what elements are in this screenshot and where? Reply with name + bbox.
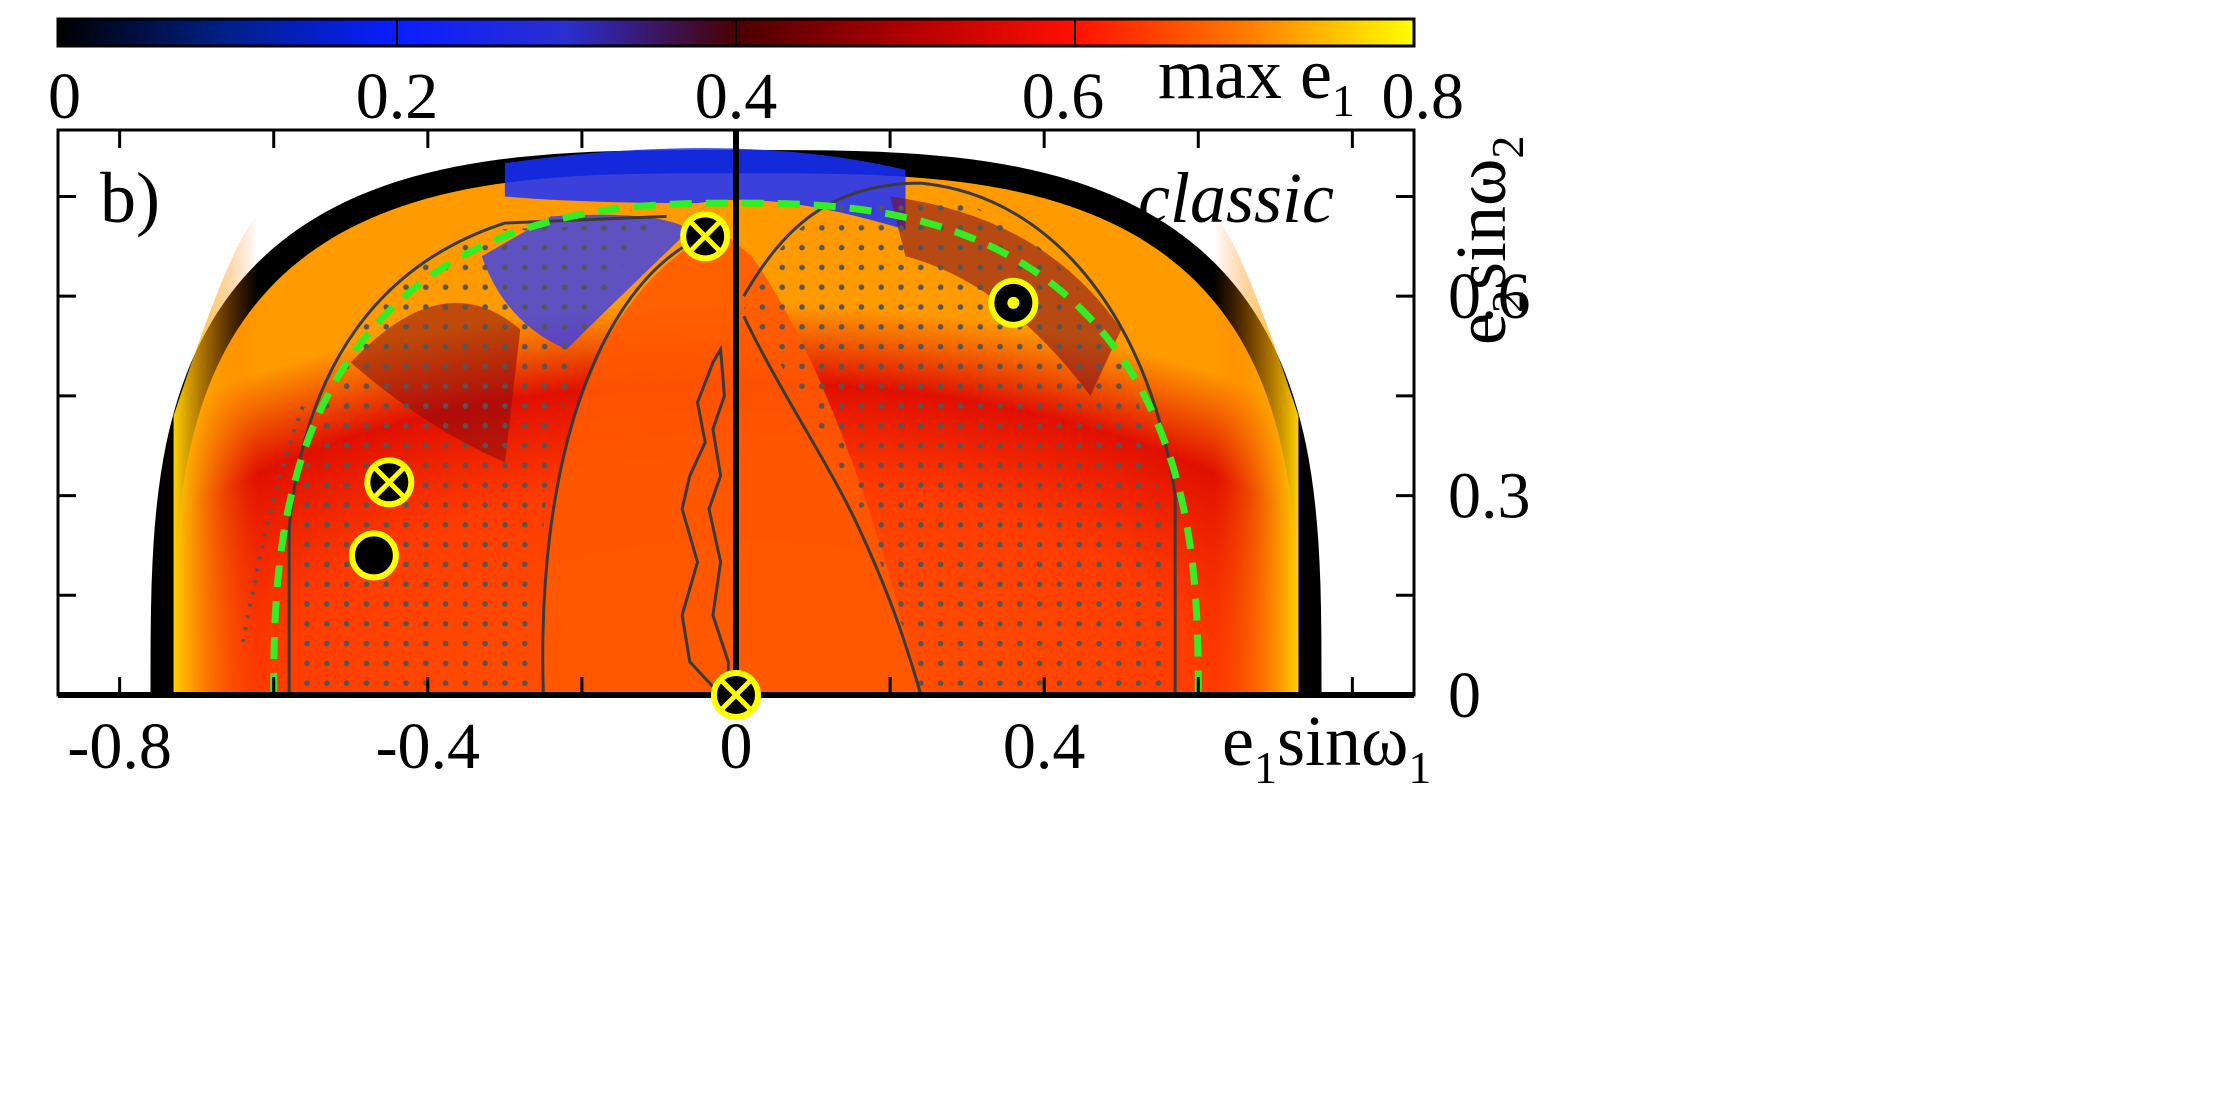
heatmap-central-region xyxy=(542,229,921,695)
crossed-circle-marker xyxy=(364,457,415,508)
y-axis-label: e2sinω2 xyxy=(1441,136,1533,345)
colorbar-tick-label: 0.2 xyxy=(356,60,439,133)
colorbar: 0 0.2 0.4 0.6 0.8 max e1 xyxy=(48,17,1464,133)
annotation-classic: classic xyxy=(1138,158,1334,238)
contour-line-inner-left xyxy=(541,241,691,695)
colorbar-tick-label: 0.6 xyxy=(1022,60,1105,133)
crossed-circle-marker xyxy=(680,211,731,262)
contour-dots-left xyxy=(240,401,307,643)
x-tick-labels: -0.8 -0.4 0 0.4 xyxy=(67,710,1085,783)
crossed-circle-marker xyxy=(711,670,761,720)
x-tick-label: -0.4 xyxy=(376,710,480,783)
colorbar-tick-label: 0.8 xyxy=(1382,60,1465,133)
stable-dots-right xyxy=(743,189,1168,695)
y-tick-labels: 0 0.3 0.6 xyxy=(1448,260,1531,732)
heatmap-edge-left xyxy=(173,216,259,695)
contour-line-central xyxy=(680,344,730,695)
heatmap-blue-band xyxy=(504,148,906,230)
plot-area: b) classic xyxy=(56,128,1416,720)
x-ticks xyxy=(118,130,1354,695)
colorbar-tick-label: 0.4 xyxy=(695,60,778,133)
colorbar-title: max e1 xyxy=(1158,34,1355,126)
markers xyxy=(348,211,1039,720)
x-axis-label: e1sinω1 xyxy=(1222,701,1431,793)
heatmap-edge-right xyxy=(1213,216,1299,695)
contour-line-diagonal xyxy=(742,315,923,695)
x-tick-label: -0.8 xyxy=(67,710,171,783)
y-tick-label: 0 xyxy=(1448,659,1481,732)
dot-circle-marker xyxy=(988,277,1039,328)
contour-line-right xyxy=(742,181,1177,695)
colorbar-tick-labels: 0 0.2 0.4 0.6 0.8 xyxy=(48,60,1464,133)
y-ticks xyxy=(58,194,1414,697)
y-tick-label: 0.6 xyxy=(1448,260,1531,333)
panel-label: b) xyxy=(100,158,160,238)
x-tick-label: 0.4 xyxy=(1003,710,1086,783)
dashed-boundary xyxy=(270,199,1202,695)
colorbar-ticks xyxy=(396,19,1076,46)
x-tick-label: 0 xyxy=(720,710,753,783)
stable-dots-left xyxy=(296,223,659,695)
filled-circle-marker xyxy=(348,530,399,581)
y-tick-label: 0.3 xyxy=(1448,460,1531,533)
colorbar-tick-label: 0 xyxy=(48,60,81,133)
